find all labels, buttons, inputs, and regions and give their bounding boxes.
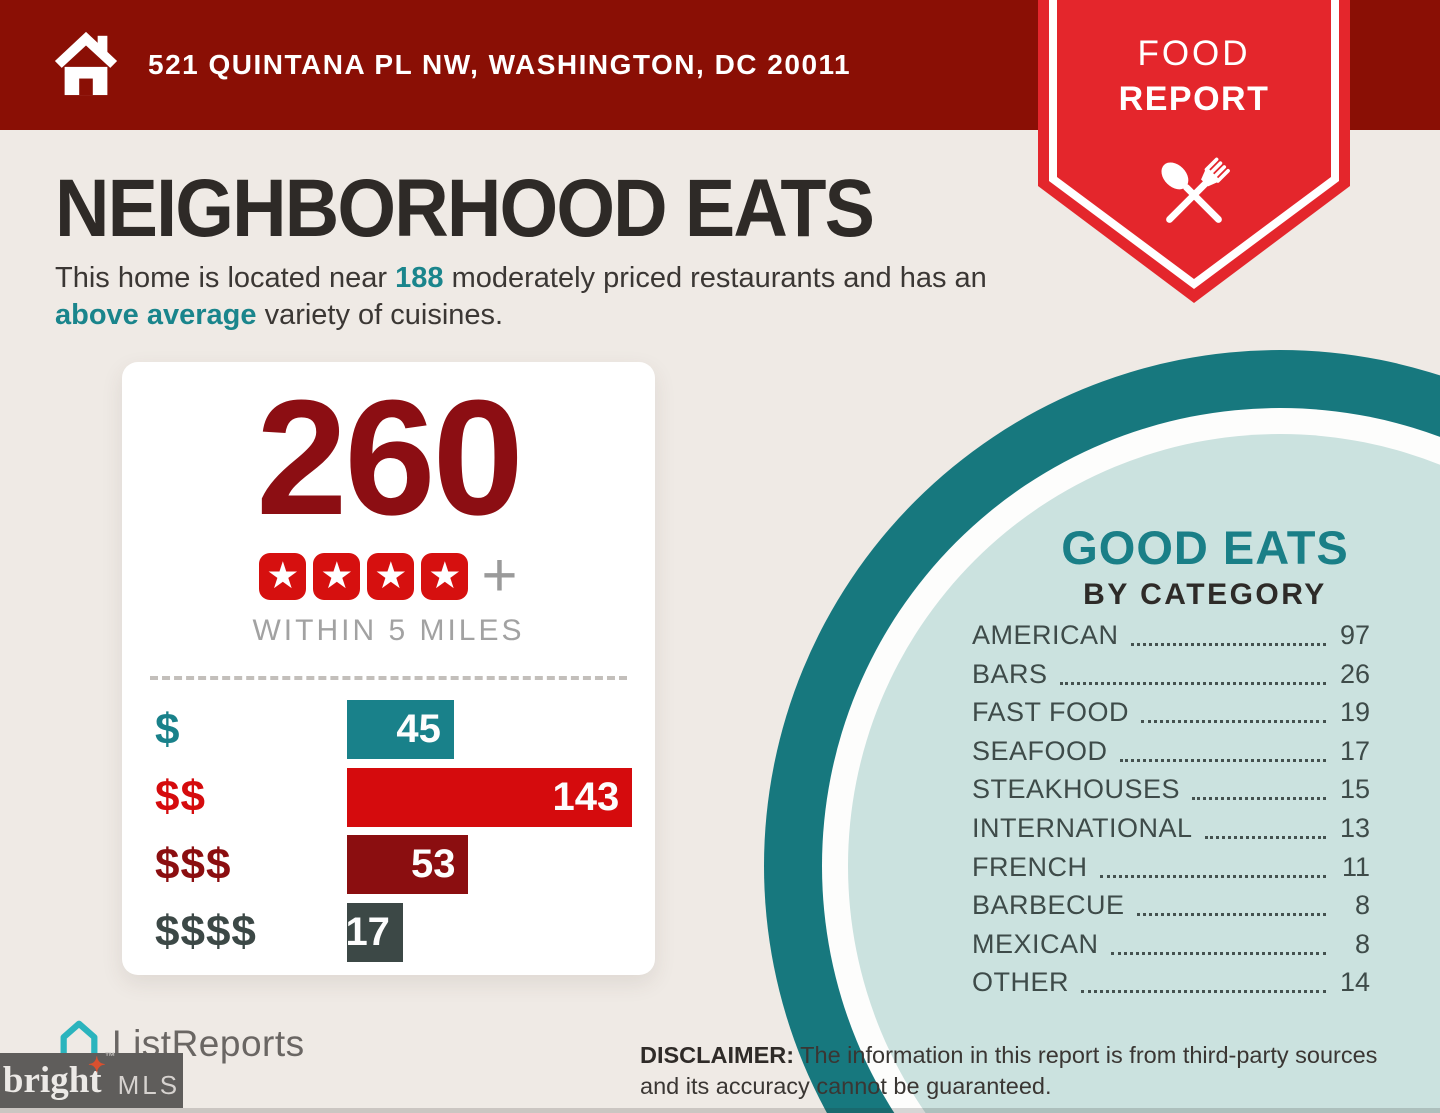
good-eats-title: GOOD EATS (1061, 521, 1349, 574)
star-icon: ★ (367, 552, 415, 600)
price-bar-row: $$$$ 17 (122, 902, 655, 962)
category-row: INTERNATIONAL 13 (972, 813, 1370, 844)
star-rating: ★ ★ ★ ★ + (122, 541, 655, 610)
ribbon-title-report: REPORT (1118, 80, 1270, 118)
variety-highlight: above average (55, 299, 257, 331)
bright-wordmark: bright ✦ ™ (2, 1051, 116, 1101)
category-label: BARBECUE (972, 890, 1125, 921)
category-row: STEAKHOUSES 15 (972, 774, 1370, 805)
price-level-label: $ (155, 704, 181, 754)
radius-label: WITHIN 5 MILES (252, 614, 525, 647)
price-level-label: $$$$ (155, 907, 257, 956)
dotted-leader (1204, 835, 1326, 839)
category-row: FAST FOOD 19 (972, 697, 1370, 728)
star-icons: ★ ★ ★ ★ (259, 552, 469, 600)
mls-wordmark: MLS (117, 1069, 181, 1100)
intro-part1: This home is located near (55, 262, 396, 294)
ribbon-title-food: FOOD (1137, 34, 1251, 73)
category-count: 19 (1339, 697, 1370, 728)
dotted-leader (1059, 681, 1326, 685)
plus-sign: + (481, 541, 518, 610)
category-count: 14 (1339, 967, 1370, 998)
intro-sentence: This home is located near 188 moderately… (55, 260, 1015, 334)
category-count: 8 (1354, 928, 1370, 959)
page-title: NEIGHBORHOOD EATS (55, 163, 875, 254)
dotted-leader (1136, 913, 1326, 917)
category-count: 13 (1339, 812, 1370, 843)
category-row: SEAFOOD 17 (972, 736, 1370, 767)
restaurant-summary-card: 260 ★ ★ ★ ★ + WITHIN 5 MILES $ 45 $$ 143 $$… (122, 362, 655, 975)
good-eats-heading: GOOD EATS BY CATEGORY (1000, 520, 1410, 612)
bright-star-icon: ✦ (88, 1054, 106, 1077)
dashed-divider (150, 676, 627, 680)
listreports-logo: ListReports (56, 1018, 305, 1069)
category-row: OTHER 14 (972, 967, 1370, 998)
category-count: 15 (1339, 774, 1370, 805)
price-bar: 53 (347, 835, 469, 894)
category-label: INTERNATIONAL (972, 812, 1193, 843)
category-label: MEXICAN (972, 928, 1099, 959)
dotted-leader (1081, 990, 1326, 994)
bright-mls-logo: bright ✦ ™ MLS (0, 1051, 183, 1108)
category-count: 17 (1339, 735, 1370, 766)
food-report-ribbon: FOOD REPORT (1038, 0, 1350, 305)
dotted-leader (1119, 758, 1326, 762)
category-label: SEAFOOD (972, 735, 1108, 766)
total-restaurant-count: 260 (256, 366, 524, 549)
restaurant-count-highlight: 188 (395, 262, 444, 294)
intro-part2: moderately priced restaurants and has an (443, 262, 987, 294)
dotted-leader (1130, 643, 1326, 646)
bright-trademark: ™ (104, 1051, 116, 1063)
bottom-edge-strip (0, 1108, 1440, 1113)
crossed-spoon-fork-icon (1142, 143, 1246, 252)
category-label: FAST FOOD (972, 697, 1130, 728)
price-level-bar-chart: $ 45 $$ 143 $$$ 53 $$$$ 17 (122, 700, 655, 962)
category-label: OTHER (972, 967, 1069, 998)
good-eats-subtitle: BY CATEGORY (1083, 578, 1327, 611)
star-icon: ★ (313, 552, 361, 600)
category-count: 26 (1339, 658, 1370, 689)
intro-part3: variety of cuisines. (256, 299, 504, 331)
price-bar-row: $ 45 (122, 700, 655, 759)
category-label: BARS (972, 658, 1048, 689)
category-row: BARS 26 (972, 659, 1370, 690)
category-count: 8 (1354, 890, 1370, 921)
home-icon (52, 27, 120, 104)
disclaimer-label: DISCLAIMER: (640, 1042, 795, 1068)
listreports-house-icon (56, 1018, 102, 1069)
price-level-label: $$ (155, 772, 206, 821)
star-icon: ★ (421, 552, 469, 600)
price-bar: 143 (347, 767, 633, 827)
dotted-leader (1110, 951, 1326, 955)
category-label: AMERICAN (972, 620, 1119, 650)
category-row: AMERICAN 97 (972, 620, 1370, 651)
ribbon-pennant-shape (1038, 0, 1350, 303)
category-row: FRENCH 11 (972, 852, 1370, 883)
price-bar-row: $$ 143 (122, 767, 655, 827)
category-row: MEXICAN 8 (972, 929, 1370, 960)
category-list: AMERICAN 97 BARS 26 FAST FOOD 19 SEAFOOD… (972, 620, 1370, 1010)
category-row: BARBECUE 8 (972, 890, 1370, 921)
price-bar-row: $$$ 53 (122, 835, 655, 894)
dotted-leader (1099, 874, 1326, 878)
price-level-label: $$$ (155, 839, 232, 889)
property-address: 521 QUINTANA PL NW, WASHINGTON, DC 20011 (148, 49, 852, 80)
category-count: 97 (1339, 620, 1370, 650)
star-icon: ★ (259, 552, 307, 600)
dotted-leader (1141, 720, 1326, 724)
disclaimer-text: DISCLAIMER: The information in this repo… (640, 1042, 1378, 1099)
category-count: 11 (1341, 851, 1370, 882)
dotted-leader (1192, 797, 1326, 801)
category-label: STEAKHOUSES (972, 774, 1181, 805)
price-bar: 45 (347, 700, 454, 759)
price-bar: 17 (345, 902, 403, 962)
category-label: FRENCH (972, 851, 1088, 882)
